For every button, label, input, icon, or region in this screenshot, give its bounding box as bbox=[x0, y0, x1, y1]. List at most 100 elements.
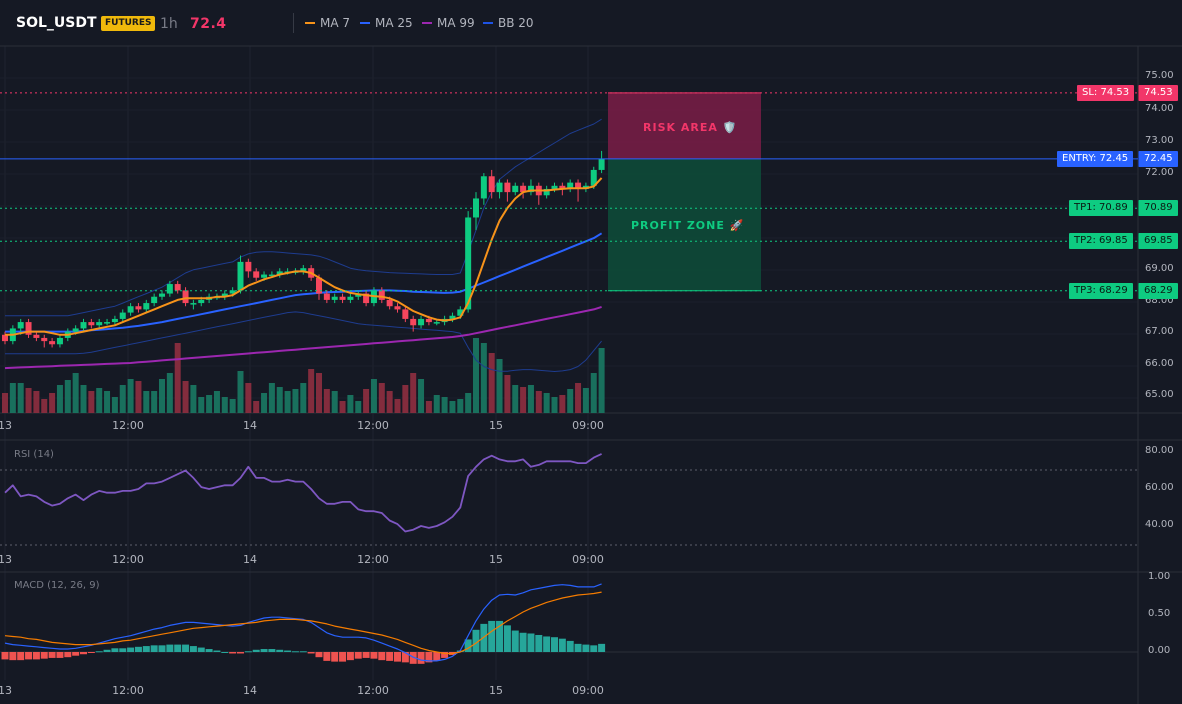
volume-bar bbox=[567, 389, 574, 413]
macd-histogram-bar bbox=[409, 652, 417, 664]
volume-bar bbox=[41, 399, 48, 413]
legend-ma7[interactable]: MA 7 bbox=[305, 16, 350, 30]
macd-histogram-bar bbox=[221, 652, 229, 653]
macd-histogram-bar bbox=[527, 633, 535, 652]
macd-histogram-bar bbox=[150, 645, 158, 652]
macd-histogram-bar bbox=[244, 651, 252, 653]
sl-axis-value: 74.53 bbox=[1138, 84, 1178, 101]
legend-bb20[interactable]: BB 20 bbox=[483, 16, 534, 30]
macd-histogram-bar bbox=[158, 645, 166, 652]
rsi-axis-label: 60.00 bbox=[1145, 482, 1174, 493]
volume-bar bbox=[465, 393, 472, 413]
volume-bar bbox=[339, 401, 346, 413]
legend-ma99[interactable]: MA 99 bbox=[422, 16, 475, 30]
candle-body bbox=[402, 309, 409, 319]
volume-bar bbox=[96, 388, 103, 413]
volume-bar bbox=[551, 397, 558, 413]
macd-axis-label: 0.00 bbox=[1148, 645, 1171, 656]
macd-histogram-bar bbox=[472, 629, 480, 652]
header-divider bbox=[293, 13, 294, 33]
rsi-axis-label: 80.00 bbox=[1145, 445, 1174, 456]
volume-bar bbox=[268, 383, 275, 413]
volume-bar bbox=[543, 393, 550, 413]
volume-bar bbox=[441, 397, 448, 413]
time-axis-label: 09:00 bbox=[572, 419, 604, 432]
volume-bar bbox=[598, 348, 605, 413]
candle-body bbox=[378, 290, 385, 300]
time-axis-label: 15 bbox=[489, 684, 503, 697]
volume-bar bbox=[520, 387, 527, 413]
candle-body bbox=[253, 271, 260, 278]
legend-ma25-label: MA 25 bbox=[375, 16, 413, 30]
candle-body bbox=[567, 182, 574, 189]
candle-body bbox=[543, 188, 550, 196]
macd-histogram-bar bbox=[1, 652, 9, 660]
macd-histogram-bar bbox=[535, 634, 543, 652]
macd-histogram-bar bbox=[401, 652, 409, 663]
volume-bar bbox=[213, 391, 220, 413]
volume-bar bbox=[418, 379, 425, 413]
entry-tag[interactable]: ENTRY: 72.45 bbox=[1057, 150, 1134, 167]
macd-histogram-bar bbox=[268, 649, 276, 652]
macd-histogram-bar bbox=[119, 648, 127, 652]
volume-bar bbox=[9, 383, 16, 413]
volume-bar bbox=[323, 389, 330, 413]
macd-histogram-bar bbox=[111, 648, 119, 652]
symbol-label[interactable]: SOL_USDT bbox=[16, 15, 97, 31]
legend-ma25[interactable]: MA 25 bbox=[360, 16, 413, 30]
macd-histogram-bar bbox=[598, 643, 606, 652]
volume-bar bbox=[276, 387, 283, 413]
macd-histogram-bar bbox=[166, 644, 174, 652]
macd-histogram-bar bbox=[80, 652, 87, 655]
volume-bar bbox=[347, 395, 354, 413]
candle-body bbox=[418, 318, 425, 326]
macd-histogram-bar bbox=[590, 645, 598, 652]
candle-body bbox=[159, 293, 165, 297]
macd-histogram-bar bbox=[25, 652, 33, 660]
volume-bar bbox=[25, 388, 32, 413]
candle-body bbox=[96, 322, 103, 326]
time-axis-label: 12:00 bbox=[112, 684, 144, 697]
sl-tag[interactable]: SL: 74.53 bbox=[1077, 84, 1135, 101]
candle-body bbox=[363, 293, 370, 304]
candle-body bbox=[551, 185, 558, 189]
candle-body bbox=[229, 290, 236, 294]
rsi-title: RSI (14) bbox=[14, 449, 54, 460]
macd-line bbox=[4, 583, 602, 662]
candle-body bbox=[465, 217, 472, 310]
ma7-line bbox=[5, 177, 603, 336]
candle-body bbox=[300, 268, 307, 272]
macd-histogram-bar bbox=[386, 652, 394, 661]
volume-bar bbox=[292, 389, 299, 413]
volume-bar bbox=[111, 397, 118, 413]
candle-body bbox=[410, 318, 417, 326]
time-axis-label: 12:00 bbox=[112, 419, 144, 432]
tp2-tag[interactable]: TP2: 69.85 bbox=[1069, 233, 1133, 250]
tp3-tag[interactable]: TP3: 68.29 bbox=[1069, 282, 1133, 299]
candle-body bbox=[339, 296, 346, 300]
volume-bar bbox=[166, 373, 173, 413]
time-axis-label: 12:00 bbox=[357, 419, 389, 432]
macd-histogram-bar bbox=[346, 652, 354, 661]
ma7-swatch bbox=[305, 22, 315, 24]
candle-body bbox=[347, 296, 354, 300]
time-axis-label: 09:00 bbox=[572, 684, 604, 697]
macd-histogram-bar bbox=[339, 652, 347, 662]
volume-bar bbox=[355, 401, 362, 413]
volume-bar bbox=[575, 383, 582, 413]
timeframe-label[interactable]: 1h bbox=[160, 16, 178, 32]
volume-bar bbox=[512, 385, 519, 413]
macd-histogram-bar bbox=[394, 652, 401, 662]
volume-bar bbox=[56, 385, 63, 413]
volume-bar bbox=[245, 383, 252, 413]
volume-bar bbox=[378, 383, 385, 413]
price-axis-label: 67.00 bbox=[1145, 326, 1174, 337]
macd-histogram-bar bbox=[496, 620, 504, 652]
bb-upper-line bbox=[5, 118, 602, 317]
tp1-tag[interactable]: TP1: 70.89 bbox=[1069, 200, 1133, 217]
macd-histogram-bar bbox=[40, 652, 48, 659]
time-axis-label: 13 bbox=[0, 684, 12, 697]
candle-body bbox=[143, 303, 150, 310]
macd-histogram-bar bbox=[441, 652, 449, 658]
